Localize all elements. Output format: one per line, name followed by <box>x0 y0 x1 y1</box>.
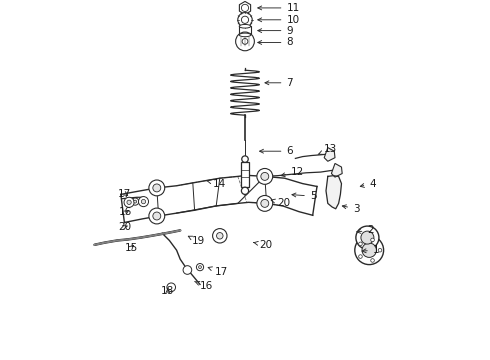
Circle shape <box>141 199 146 204</box>
Text: 17: 17 <box>208 267 228 277</box>
Text: 17: 17 <box>118 189 131 199</box>
Polygon shape <box>326 176 342 209</box>
Circle shape <box>257 168 273 184</box>
Ellipse shape <box>239 24 251 28</box>
Text: 7: 7 <box>265 78 293 88</box>
Circle shape <box>124 197 134 207</box>
Circle shape <box>261 199 269 207</box>
Circle shape <box>153 184 161 192</box>
Circle shape <box>183 266 192 274</box>
Circle shape <box>257 195 273 211</box>
Circle shape <box>242 39 248 44</box>
Circle shape <box>359 255 362 258</box>
Text: 14: 14 <box>207 179 226 189</box>
Text: 5: 5 <box>292 191 317 201</box>
Circle shape <box>371 259 374 262</box>
Text: 4: 4 <box>360 179 376 189</box>
Circle shape <box>238 13 252 27</box>
Text: 16: 16 <box>195 281 213 291</box>
Text: 8: 8 <box>258 37 293 48</box>
Text: 6: 6 <box>260 146 293 156</box>
Circle shape <box>355 236 384 265</box>
Text: 3: 3 <box>343 204 360 214</box>
Circle shape <box>196 264 204 271</box>
Circle shape <box>149 180 165 196</box>
Text: 13: 13 <box>318 144 337 154</box>
Circle shape <box>242 156 248 162</box>
Circle shape <box>242 187 248 194</box>
Text: 11: 11 <box>258 3 300 13</box>
Text: 1: 1 <box>362 245 379 255</box>
Ellipse shape <box>239 33 251 37</box>
Circle shape <box>242 4 248 12</box>
Circle shape <box>356 226 379 249</box>
Circle shape <box>127 200 131 204</box>
Bar <box>239 26 251 35</box>
Circle shape <box>149 208 165 224</box>
Circle shape <box>134 200 137 203</box>
Text: 20: 20 <box>254 240 272 250</box>
Circle shape <box>236 32 254 51</box>
Circle shape <box>217 233 223 239</box>
Circle shape <box>261 172 269 180</box>
Circle shape <box>242 16 248 23</box>
Circle shape <box>139 197 148 207</box>
Text: 12: 12 <box>281 167 304 177</box>
Bar <box>241 162 249 187</box>
Circle shape <box>378 248 382 252</box>
Circle shape <box>213 229 227 243</box>
Text: 16: 16 <box>119 207 132 217</box>
Text: 20: 20 <box>118 222 131 232</box>
Polygon shape <box>240 1 250 14</box>
Circle shape <box>371 238 374 242</box>
Circle shape <box>132 198 139 205</box>
Circle shape <box>361 231 374 244</box>
Text: 10: 10 <box>258 15 299 25</box>
Text: 15: 15 <box>124 243 138 253</box>
Circle shape <box>167 283 175 292</box>
Text: 20: 20 <box>271 198 291 208</box>
Text: 18: 18 <box>161 286 174 296</box>
Circle shape <box>198 266 201 269</box>
Polygon shape <box>324 148 335 161</box>
Text: 9: 9 <box>258 26 293 36</box>
Circle shape <box>362 243 376 257</box>
Circle shape <box>359 242 362 246</box>
Circle shape <box>153 212 161 220</box>
Text: 19: 19 <box>188 236 205 246</box>
Text: 2: 2 <box>357 225 374 235</box>
Polygon shape <box>331 163 342 177</box>
